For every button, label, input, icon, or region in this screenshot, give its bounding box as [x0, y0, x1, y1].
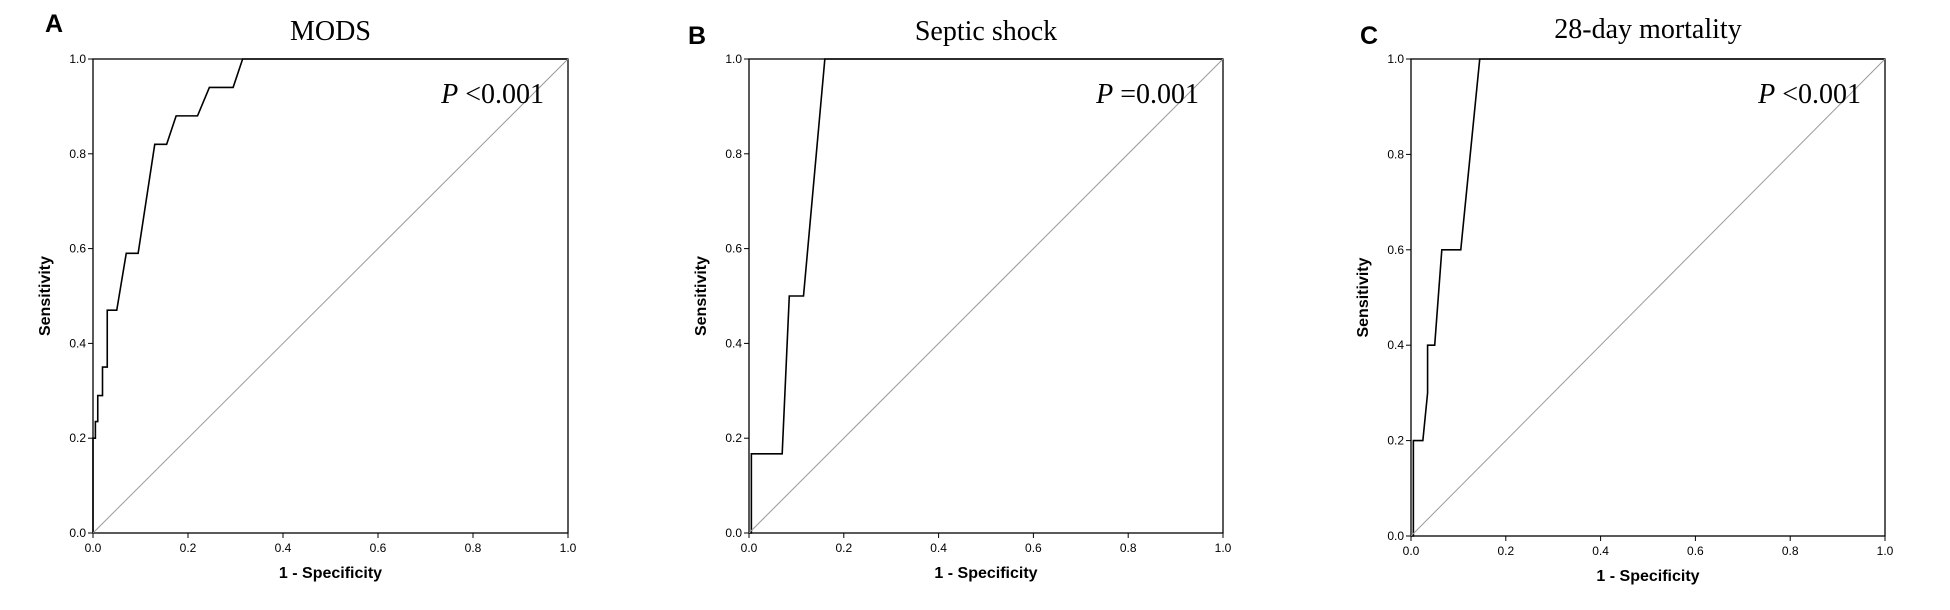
x-tick-label: 0.6 [1025, 541, 1042, 555]
x-tick-label: 0.0 [741, 541, 758, 555]
p-symbol: P [1757, 79, 1775, 110]
y-tick-label: 1.0 [1387, 52, 1404, 66]
chart-panel-a: A MODS 0.0 0.2 0.4 0.6 0.8 1.0 0.0 0.2 0.4 0.6 0.8 1.… [37, 10, 577, 582]
p-value: <0.001 [1775, 79, 1861, 110]
x-tick-label: 0.8 [1120, 541, 1137, 555]
chart-title: Septic shock [915, 16, 1057, 47]
y-tick-label: 0.0 [725, 526, 742, 540]
panel-letter: B [688, 22, 706, 50]
y-tick-label: 0.8 [1387, 147, 1404, 161]
roc-curve [92, 58, 568, 533]
y-tick-label: 0.2 [725, 431, 742, 445]
p-symbol: P [1095, 79, 1113, 110]
y-tick-label: 0.2 [1387, 434, 1404, 448]
x-tick-label: 0.4 [930, 541, 947, 555]
x-tick-label: 1.0 [1877, 544, 1894, 558]
x-axis-label: 1 - Specificity [279, 565, 382, 582]
y-tick-label: 0.2 [69, 431, 86, 445]
y-tick-label: 0.0 [1387, 529, 1404, 543]
y-axis-label: Sensitivity [1355, 257, 1372, 337]
x-tick-label: 0.2 [180, 541, 197, 555]
y-tick-label: 0.8 [69, 147, 86, 161]
chart-title: MODS [290, 16, 371, 47]
y-tick-label: 0.4 [1387, 338, 1404, 352]
chart-panel-c: C 28-day mortality 0.0 0.2 0.4 0.6 0.8 1.0 0.0 0.… [1355, 14, 1894, 585]
x-tick-label: 0.6 [370, 541, 387, 555]
y-axis-label: Sensitivity [693, 256, 710, 336]
p-value: <0.001 [458, 79, 544, 110]
p-value-annotation: P <0.001 [440, 79, 544, 110]
p-value: =0.001 [1113, 79, 1199, 110]
x-tick-label: 0.0 [1403, 544, 1420, 558]
y-tick-label: 0.6 [725, 242, 742, 256]
x-tick-label: 0.6 [1687, 544, 1704, 558]
x-tick-label: 1.0 [1215, 541, 1232, 555]
x-tick-label: 0.2 [1497, 544, 1514, 558]
y-tick-label: 1.0 [69, 52, 86, 66]
y-tick-label: 0.4 [69, 336, 86, 350]
x-axis-label: 1 - Specificity [1596, 568, 1699, 585]
chart-title: 28-day mortality [1554, 14, 1741, 45]
x-tick-label: 0.4 [275, 541, 292, 555]
roc-curve [1411, 58, 1885, 537]
x-tick-label: 1.0 [560, 541, 577, 555]
reference-diagonal [1410, 58, 1886, 537]
chart-panel-b: B Septic shock 0.0 0.2 0.4 0.6 0.8 1.0 0.0 0.2 0.4… [688, 16, 1232, 582]
y-tick-label: 0.6 [69, 242, 86, 256]
x-axis-label: 1 - Specificity [934, 565, 1037, 582]
panel-letter: A [45, 10, 63, 38]
y-tick-label: 0.6 [1387, 243, 1404, 257]
x-tick-label: 0.4 [1592, 544, 1609, 558]
x-tick-label: 0.0 [85, 541, 102, 555]
x-tick-label: 0.8 [1782, 544, 1799, 558]
reference-diagonal [748, 58, 1224, 534]
panel-letter: C [1360, 22, 1378, 50]
y-tick-label: 0.4 [725, 336, 742, 350]
roc-curve [749, 58, 1223, 534]
reference-diagonal [92, 58, 569, 534]
y-tick-label: 1.0 [725, 52, 742, 66]
p-value-annotation: P <0.001 [1757, 79, 1861, 110]
p-value-annotation: P =0.001 [1095, 79, 1199, 110]
p-symbol: P [440, 79, 458, 110]
y-axis-label: Sensitivity [37, 256, 54, 336]
y-tick-label: 0.8 [725, 147, 742, 161]
x-tick-label: 0.8 [465, 541, 482, 555]
x-tick-label: 0.2 [835, 541, 852, 555]
y-tick-label: 0.0 [69, 526, 86, 540]
